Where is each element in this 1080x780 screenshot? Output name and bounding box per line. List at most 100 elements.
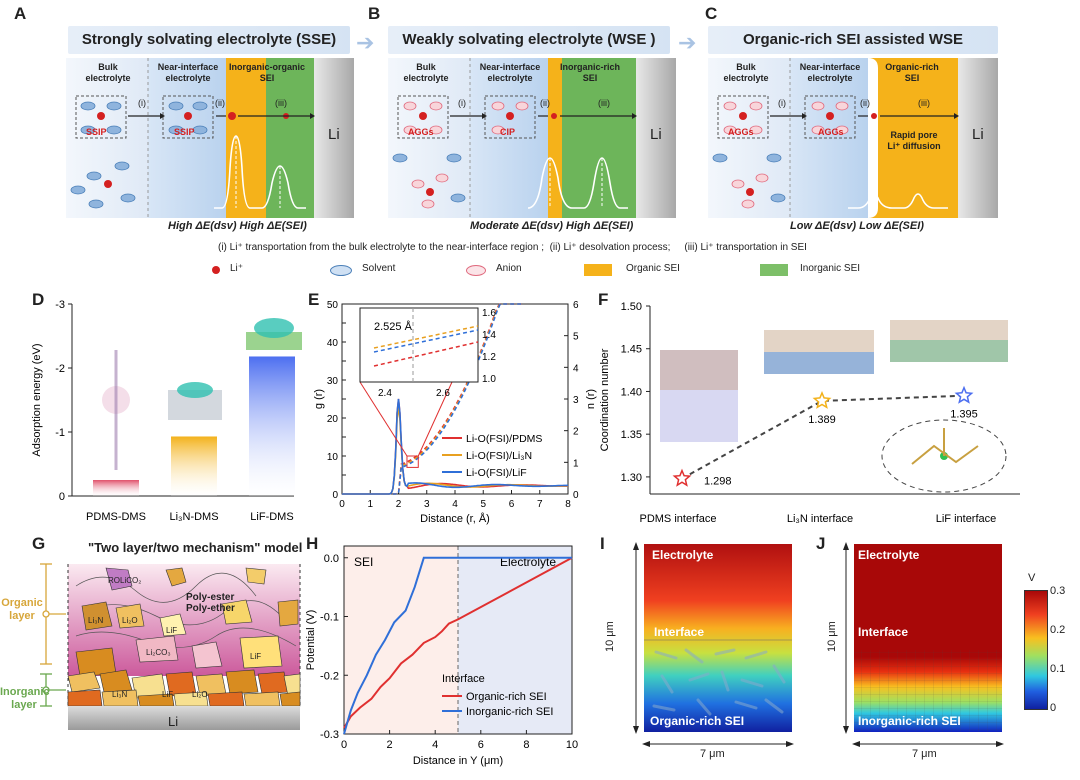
arrow-icon: ➔ (356, 30, 375, 55)
cluster-label: CIP (500, 127, 516, 137)
cluster-label: AGGs (818, 127, 844, 137)
particle-label: LiF (250, 652, 262, 661)
interface-annotation: Interface (442, 673, 485, 685)
y2-tick-label: 3 (573, 395, 579, 406)
x-tick-label: 4 (432, 739, 438, 751)
y-tick-label: -2 (55, 363, 65, 375)
panel-label-e: E (308, 290, 320, 309)
md-snapshot-icon (660, 350, 738, 442)
sei-label: Inorganic-rich SEI (559, 62, 620, 83)
trend-line (681, 394, 965, 480)
step-iii: (iii) (275, 98, 287, 108)
solvent-icon (330, 265, 352, 276)
x-category-label: LiF interface (936, 513, 997, 525)
region-label: SEI (354, 555, 373, 569)
electrolyte-region (458, 546, 572, 734)
md-snapshot-icon (764, 352, 874, 374)
legend-label: Organic-rich SEI (466, 691, 547, 703)
diffusion-label: Rapid pore Li⁺ diffusion (887, 130, 941, 151)
y2-tick-label: 6 (573, 300, 579, 311)
plot-frame (343, 545, 573, 735)
li-label: Li (328, 126, 340, 143)
x-category-label: PDMS interface (639, 513, 716, 525)
interface-label: Interface (858, 625, 909, 639)
x-tick-label: 8 (565, 499, 571, 510)
legend-solvent: Solvent (362, 263, 396, 274)
y-tick-label: 20 (327, 414, 339, 425)
y-tick-label: 50 (327, 300, 339, 311)
x-tick-label: LiF-DMS (250, 511, 293, 523)
near-label: Near-interface electrolyte (479, 62, 541, 83)
step-ii: (ii) (540, 98, 550, 108)
x-tick-label: PDMS-DMS (86, 511, 146, 523)
colorbar-unit: V (1028, 572, 1036, 584)
inset-curve (373, 329, 479, 353)
x-tick-label: 3 (424, 499, 430, 510)
particle-label: Li₃N (88, 616, 104, 625)
anion-icon (466, 265, 486, 276)
bar (249, 356, 295, 496)
panel-b-schematic (388, 58, 676, 218)
md-snapshot-icon (764, 330, 874, 352)
inset-y-tick: 1.6 (482, 308, 496, 319)
x-category-label: Li₃N interface (787, 513, 853, 525)
panel-c-schematic (708, 58, 998, 218)
md-snapshot-icon (890, 320, 1008, 340)
legend-label: Inorganic-rich SEI (466, 706, 553, 718)
legend-organic: Organic SEI (626, 263, 680, 274)
y-tick-label: -0.1 (320, 612, 339, 624)
coordination-chart: 1.30 1.35 1.40 1.45 1.50 Coordination number 1… (599, 301, 1020, 525)
panel-label-f: F (598, 290, 609, 309)
y-axis-label: Potential (V) (305, 610, 317, 671)
y2-tick-label: 2 (573, 427, 579, 438)
li-label: Li (650, 126, 662, 143)
gr-curve (342, 398, 569, 495)
md-snapshot-icon (660, 350, 738, 390)
panel-label-i: I (600, 534, 605, 553)
caption-text: (i) Li⁺ transportation from the bulk ele… (218, 242, 807, 253)
legend-inorganic: Inorganic SEI (800, 263, 861, 274)
cluster-label: SSIP (174, 127, 195, 137)
data-point-star (954, 385, 974, 404)
panel-b-title: Weakly solvating electrolyte (WSE ) (388, 26, 670, 54)
colorbar-tick: 0.1 (1050, 663, 1066, 675)
energy-label: Moderate ΔE(dsv) High ΔE(SEI) (470, 220, 634, 232)
x-axis-label: Distance (r, Å) (420, 512, 490, 525)
particle-label: Li₃N (112, 690, 128, 699)
panel-a-title: Strongly solvating electrolyte (SSE) (68, 26, 350, 54)
x-tick-label: 2 (396, 499, 402, 510)
inorganic-sei-swatch (760, 264, 788, 276)
x-tick-label: 4 (452, 499, 458, 510)
li-label: Li (972, 126, 984, 143)
inorganic-layer-label: Inorganic layer (0, 686, 50, 711)
gr-curve (342, 398, 568, 495)
panel-a-schematic (66, 58, 354, 218)
legend-label: Li-O(FSI)/LiF (466, 467, 527, 479)
zoom-line (359, 381, 408, 457)
y-tick-label: -3 (55, 299, 65, 311)
organic-layer-label: Organic layer (1, 597, 43, 622)
sei-map-label: Inorganic-rich SEI (858, 714, 961, 728)
data-label: 1.395 (950, 409, 978, 421)
inset-curve (373, 341, 479, 367)
x-tick-label: 1 (367, 499, 373, 510)
step-i: (i) (138, 98, 146, 108)
legend-li: Li⁺ (230, 263, 244, 274)
height-dim: 10 μm (826, 621, 838, 652)
y-tick-label: -0.3 (320, 729, 339, 741)
zoom-box (406, 455, 419, 468)
inset-y-tick: 1.2 (482, 352, 496, 363)
step-i: (i) (458, 98, 466, 108)
x-tick-label: 2 (387, 739, 393, 751)
data-point-star (812, 390, 832, 409)
inset-y-tick: 1.4 (482, 330, 496, 341)
interface-label: Interface (654, 625, 705, 639)
y-axis-label: Adsorption energy (eV) (31, 343, 43, 456)
width-dim: 7 μm (912, 748, 937, 760)
charge-cloud-icon (254, 318, 294, 338)
li-metal-label: Li (168, 714, 179, 729)
sei-region (344, 546, 458, 734)
height-dim: 10 μm (604, 621, 616, 652)
y-tick-label: -1 (55, 427, 65, 439)
